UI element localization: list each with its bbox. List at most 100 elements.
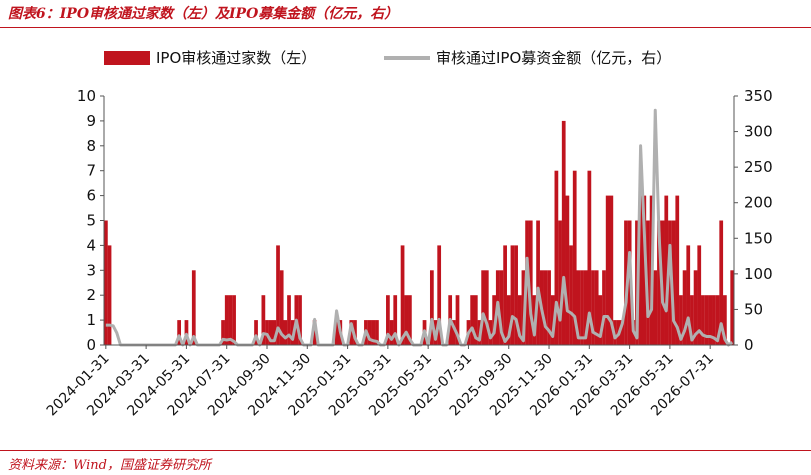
- bar-153: [664, 195, 669, 345]
- bar-147: [642, 195, 647, 345]
- bar-163: [701, 295, 705, 345]
- bar-73: [371, 320, 376, 345]
- y-right-tick-label: 200: [744, 194, 773, 212]
- y-right-tick-label: 250: [744, 158, 773, 176]
- bar-166: [712, 295, 716, 345]
- bar-83: [408, 295, 412, 345]
- bar-132: [587, 170, 592, 345]
- bar-150: [653, 270, 658, 345]
- bar-48: [279, 270, 284, 345]
- bar-113: [517, 295, 522, 345]
- bar-125: [561, 120, 566, 346]
- legend-item-bars: IPO审核通过家数（左）: [104, 47, 316, 68]
- legend-label-bars: IPO审核通过家数（左）: [156, 49, 317, 67]
- bar-146: [638, 195, 643, 345]
- bar-82: [404, 295, 409, 345]
- bar-108: [499, 270, 504, 345]
- bar-91: [437, 245, 442, 345]
- bar-127: [569, 245, 573, 345]
- legend-item-line: 审核通过IPO募资金额（亿元，右）: [384, 47, 671, 68]
- y-left-tick-label: 1: [86, 311, 96, 329]
- bar-160: [690, 295, 694, 345]
- bar-104: [484, 270, 489, 345]
- y-left-tick-label: 9: [86, 112, 96, 130]
- bar-43: [261, 295, 266, 345]
- legend: IPO审核通过家数（左） 审核通过IPO募资金额（亿元，右）: [0, 47, 811, 69]
- bar-72: [367, 320, 372, 345]
- y-left-tick-label: 2: [86, 286, 96, 304]
- bar-162: [697, 245, 702, 345]
- y-left-tick-label: 6: [86, 187, 96, 205]
- bar-118: [536, 220, 540, 345]
- bar-24: [191, 270, 196, 345]
- y-right-tick-label: 300: [744, 123, 773, 141]
- bar-131: [583, 270, 588, 345]
- y-left-tick-label: 5: [86, 212, 96, 230]
- bar-167: [715, 295, 720, 345]
- y-right-tick-label: 0: [744, 336, 754, 354]
- legend-swatch-bar: [104, 50, 150, 65]
- y-left-tick-label: 10: [77, 87, 96, 105]
- bar-157: [679, 295, 683, 345]
- bar-0: [104, 220, 108, 345]
- bar-100: [470, 295, 475, 345]
- bar-95: [451, 320, 456, 345]
- bar-128: [572, 170, 577, 345]
- bar-129: [576, 270, 581, 345]
- bar-33: [224, 295, 229, 345]
- bar-138: [609, 195, 614, 345]
- bar-123: [554, 170, 559, 345]
- bar-161: [693, 270, 698, 345]
- y-right-tick-label: 150: [744, 229, 773, 247]
- bar-50: [287, 295, 291, 345]
- bar-156: [675, 195, 680, 345]
- bar-165: [708, 295, 713, 345]
- y-left-tick-label: 4: [86, 236, 96, 254]
- legend-label-line: 审核通过IPO募资金额（亿元，右）: [436, 49, 672, 67]
- bar-151: [657, 220, 661, 345]
- bar-158: [682, 270, 687, 345]
- bar-133: [591, 270, 595, 345]
- bar-169: [723, 295, 727, 345]
- y-left-tick-label: 8: [86, 137, 96, 155]
- y-right-tick-label: 100: [744, 265, 773, 283]
- legend-swatch-line: [384, 55, 430, 60]
- bar-171: [730, 270, 735, 345]
- bar-126: [565, 195, 570, 345]
- bar-121: [547, 270, 551, 345]
- bar-22: [184, 320, 189, 345]
- bar-134: [594, 270, 599, 345]
- bar-89: [429, 270, 434, 345]
- bar-41: [254, 320, 258, 345]
- bar-57: [312, 320, 317, 345]
- top-divider: [0, 27, 811, 28]
- bar-136: [602, 270, 606, 345]
- bar-155: [671, 220, 676, 345]
- bar-53: [298, 295, 302, 345]
- bottom-divider: [0, 450, 811, 451]
- y-left-tick-label: 0: [86, 336, 96, 354]
- bar-120: [543, 270, 548, 345]
- bar-77: [386, 295, 390, 345]
- bar-44: [265, 320, 269, 345]
- bar-154: [668, 220, 672, 345]
- chart-title: 图表6：IPO审核通过家数（左）及IPO募集金额（亿元，右）: [8, 6, 399, 22]
- bar-135: [598, 295, 603, 345]
- bar-34: [228, 295, 233, 345]
- bar-47: [276, 245, 280, 345]
- bar-45: [268, 320, 273, 345]
- bar-32: [221, 320, 225, 345]
- y-left-tick-label: 3: [86, 261, 96, 279]
- y-left-tick-label: 7: [86, 162, 96, 180]
- bar-74: [375, 320, 379, 345]
- bar-116: [528, 220, 533, 345]
- y-right-tick-label: 50: [744, 300, 763, 318]
- bar-46: [272, 320, 277, 345]
- bar-63: [334, 320, 339, 345]
- bar-103: [481, 270, 486, 345]
- bar-112: [514, 245, 518, 345]
- combo-chart: 0123456789100501001502002503003502024-01…: [44, 87, 773, 419]
- bar-122: [550, 295, 555, 345]
- bar-78: [389, 320, 394, 345]
- bar-137: [605, 195, 610, 345]
